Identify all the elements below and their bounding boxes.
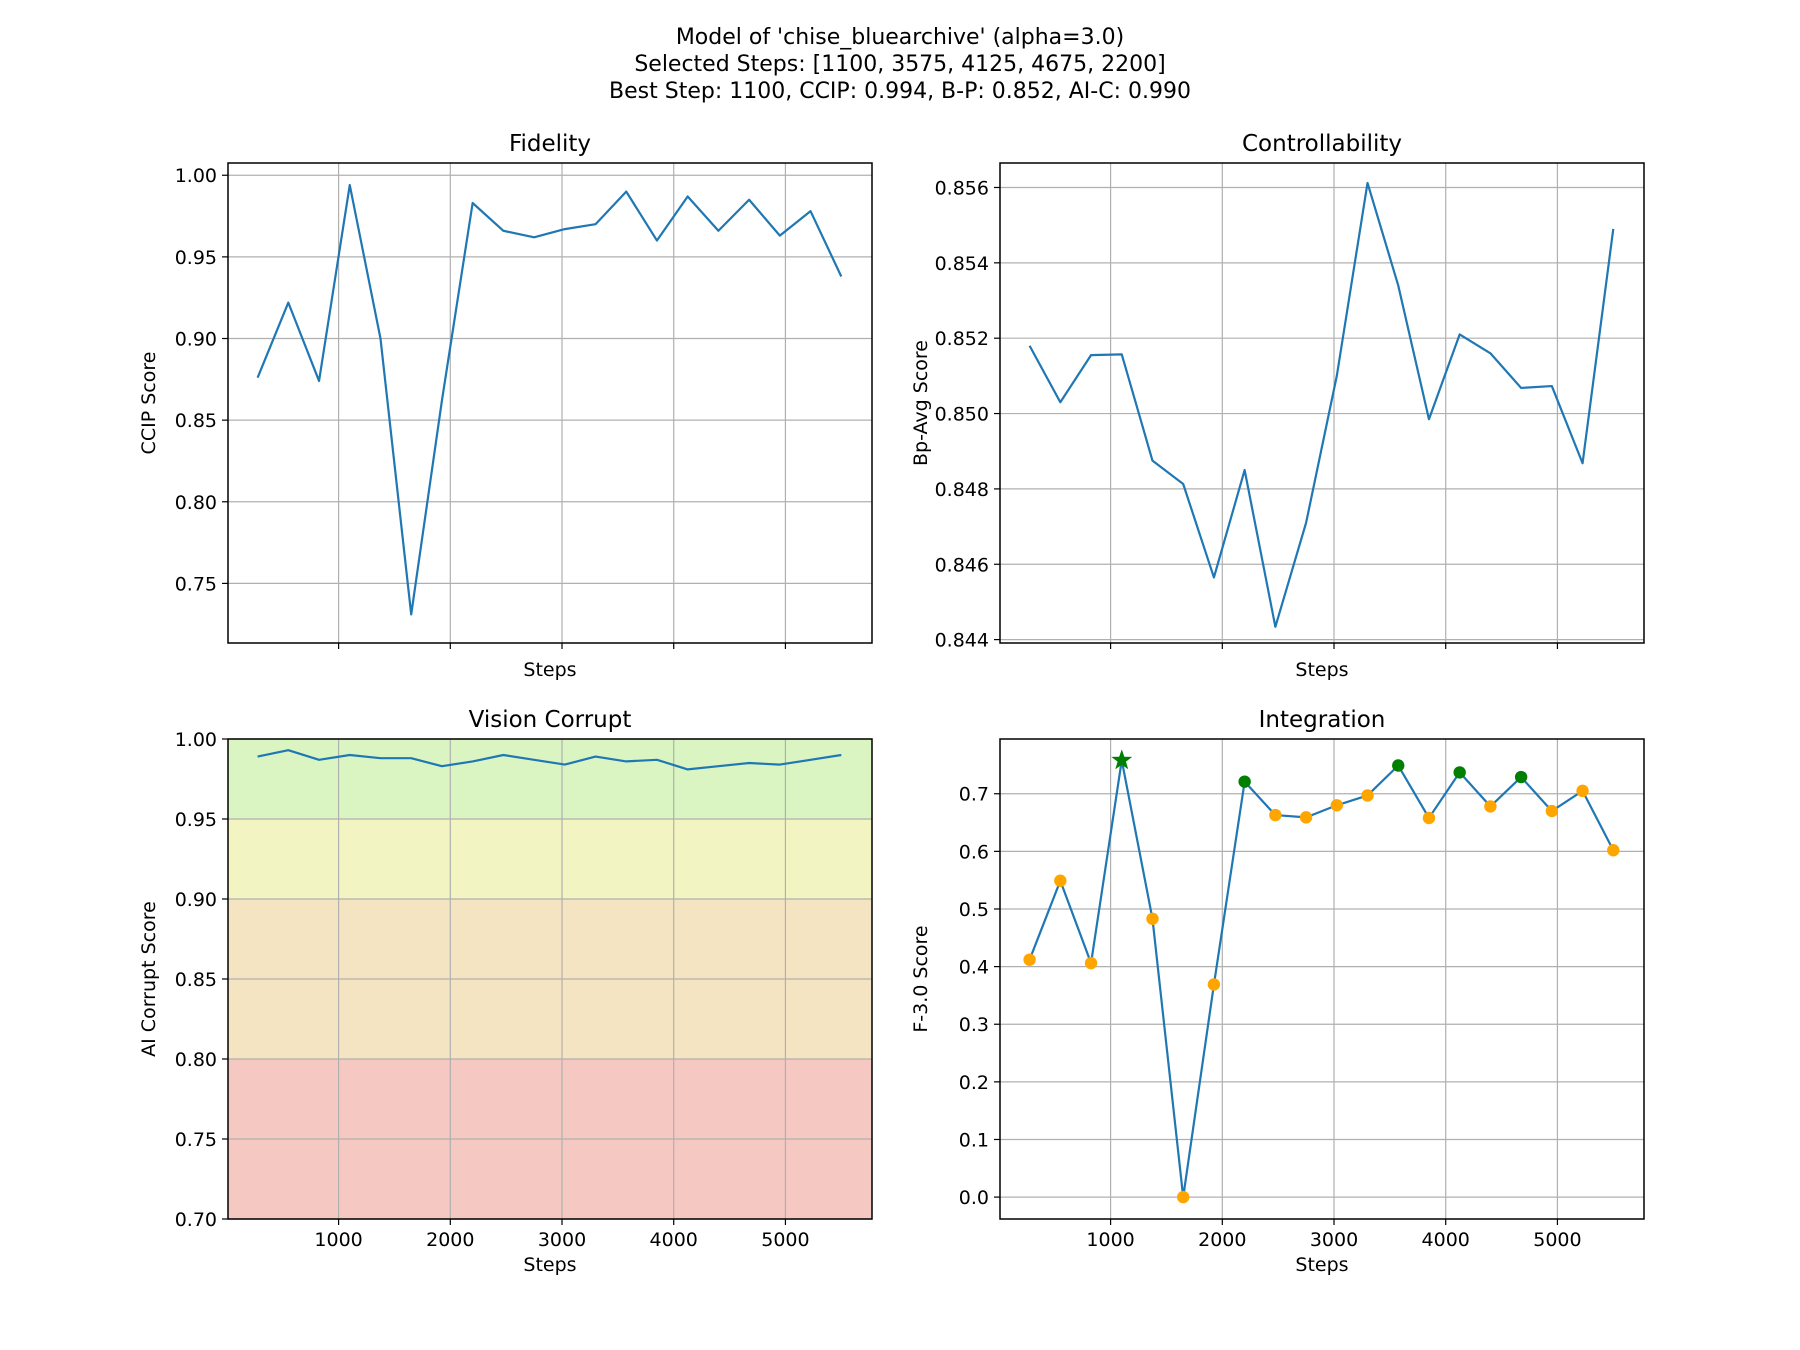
controllability-ytick-label: 0.852: [935, 328, 989, 350]
integration-xtick-label: 5000: [1533, 1229, 1581, 1251]
fidelity-ytick-label: 1.00: [175, 165, 217, 187]
integration-ytick-label: 0.0: [959, 1187, 989, 1209]
integration-ytick-label: 0.1: [959, 1129, 989, 1151]
integration-xtick-label: 3000: [1310, 1229, 1358, 1251]
vision-corrupt-xtick-label: 4000: [650, 1229, 698, 1251]
controllability-ylabel: Bp-Avg Score: [910, 340, 932, 466]
vision-corrupt-ylabel: AI Corrupt Score: [138, 901, 160, 1057]
integration-point: [1484, 800, 1497, 813]
figure-title-line-1: Model of 'chise_bluearchive' (alpha=3.0): [676, 25, 1124, 50]
integration-point: [1084, 956, 1098, 970]
integration-line: [1028, 759, 1615, 1199]
integration-ytick-label: 0.5: [959, 899, 989, 921]
controllability-panel: 0.844 0.846 0.848 0.850 0.852 0.854 0.856 Cont…: [910, 131, 1645, 681]
controllability-grid: [1000, 163, 1644, 643]
fidelity-ytick-label: 0.85: [175, 410, 217, 432]
integration-xtick-label: 2000: [1198, 1229, 1246, 1251]
controllability-ytick-label: 0.846: [935, 554, 989, 576]
fidelity-line: [256, 183, 843, 616]
integration-selected-point: [1453, 766, 1466, 779]
vision-corrupt-xtick-label: 5000: [761, 1229, 809, 1251]
vision-corrupt-series: [257, 749, 842, 771]
vision-corrupt-panel: 1000 2000 3000 4000 5000 0.70 0.75 0.80 0.85 0.90…: [138, 707, 873, 1276]
vision-corrupt-title: Vision Corrupt: [469, 707, 632, 733]
fidelity-grid: [228, 163, 872, 643]
integration-point: [1576, 784, 1589, 798]
vision-corrupt-xtick-label: 3000: [538, 1229, 586, 1251]
fidelity-panel: 0.750.800.850.900.951.00 Fidelity Steps …: [138, 131, 873, 681]
vision-corrupt-line: [257, 749, 842, 771]
vision-corrupt-band-0: [228, 739, 872, 819]
controllability-title: Controllability: [1242, 131, 1402, 157]
integration-ytick-label: 0.2: [959, 1072, 989, 1094]
integration-markers: [1023, 749, 1620, 1204]
integration-xtick-label: 1000: [1086, 1229, 1134, 1251]
controllability-xlabel: Steps: [1295, 659, 1348, 681]
fidelity-ytick-label: 0.95: [175, 247, 217, 269]
controllability-series: [1028, 181, 1615, 628]
controllability-ytick-label: 0.854: [935, 253, 989, 275]
fidelity-axes-frame: [227, 162, 873, 644]
integration-ylabel: F-3.0 Score: [910, 925, 932, 1032]
integration-point: [1330, 799, 1344, 812]
controllability-ytick-label: 0.844: [935, 630, 989, 652]
integration-ytick-label: 0.3: [959, 1014, 989, 1036]
vision-corrupt-ytick-label: 0.90: [175, 889, 217, 911]
integration-point: [1422, 811, 1436, 825]
controllability-line: [1028, 181, 1615, 628]
integration-ytick-label: 0.4: [959, 957, 989, 979]
integration-point: [1177, 1190, 1190, 1204]
integration-point: [1054, 874, 1067, 887]
vision-corrupt-xtick-label: 1000: [314, 1229, 362, 1251]
vision-corrupt-ytick-label: 0.95: [175, 809, 217, 831]
controllability-ytick-label: 0.856: [935, 177, 989, 199]
integration-selected-point: [1514, 770, 1528, 784]
vision-corrupt-ytick-label: 0.75: [175, 1129, 217, 1151]
integration-xtick-label: 4000: [1422, 1229, 1470, 1251]
fidelity-ytick-label: 0.80: [175, 492, 217, 514]
fidelity-ylabel: CCIP Score: [138, 352, 160, 455]
fidelity-title: Fidelity: [509, 131, 591, 157]
fidelity-xlabel: Steps: [523, 659, 576, 681]
integration-point: [1361, 789, 1374, 802]
vision-corrupt-ytick-label: 0.70: [175, 1209, 217, 1231]
vision-corrupt-ytick-label: 0.85: [175, 969, 217, 991]
integration-point: [1146, 912, 1159, 925]
integration-selected-point: [1238, 775, 1251, 788]
fidelity-series: [256, 183, 843, 616]
vision-corrupt-ytick-label: 0.80: [175, 1049, 217, 1071]
integration-title: Integration: [1259, 707, 1386, 733]
fidelity-ytick-label: 0.75: [175, 573, 217, 595]
integration-point: [1023, 953, 1036, 966]
vision-corrupt-ytick-label: 1.00: [175, 729, 217, 751]
controllability-ytick-label: 0.848: [935, 479, 989, 501]
integration-point: [1545, 804, 1559, 818]
vision-corrupt-xtick-label: 2000: [426, 1229, 474, 1251]
integration-best-star: [1111, 749, 1133, 770]
integration-point: [1299, 811, 1313, 824]
controllability-axes-frame: [999, 162, 1645, 644]
fidelity-ytick-label: 0.90: [175, 329, 217, 351]
figure-title-line-2: Selected Steps: [1100, 3575, 4125, 4675,…: [634, 52, 1165, 77]
integration-point: [1269, 808, 1282, 822]
integration-selected-point: [1392, 759, 1405, 772]
figure-title: Model of 'chise_bluearchive' (alpha=3.0)…: [609, 25, 1191, 104]
integration-panel: 1000 2000 3000 4000 5000 0.0 0.1 0.2 0.3 0.4 0.5 0.…: [910, 707, 1645, 1276]
integration-ytick-label: 0.6: [959, 841, 989, 863]
integration-point: [1607, 844, 1620, 857]
vision-corrupt-xlabel: Steps: [523, 1254, 576, 1276]
vision-corrupt-band-1: [228, 819, 872, 899]
integration-series: [1028, 759, 1615, 1199]
integration-point: [1207, 978, 1221, 991]
figure-title-line-3: Best Step: 1100, CCIP: 0.994, B-P: 0.852…: [609, 79, 1191, 104]
controllability-ytick-label: 0.850: [935, 404, 989, 426]
integration-xlabel: Steps: [1295, 1254, 1348, 1276]
integration-ytick-label: 0.7: [959, 784, 989, 806]
integration-axes-frame: [999, 738, 1645, 1220]
